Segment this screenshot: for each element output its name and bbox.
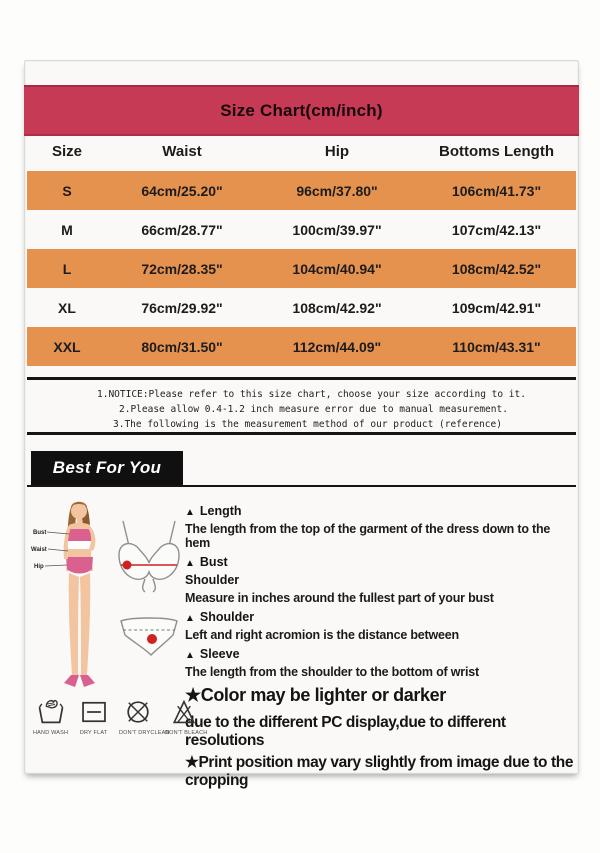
care-item: HAND WASH [33,697,68,736]
col-header-waist: Waist [162,143,202,160]
triangle-icon: ▲ [185,650,195,661]
triangle-icon: ▲ [185,558,195,569]
bra-band [67,541,92,549]
bra-measure-dot [122,560,132,570]
size-chart-card: Size Chart(cm/inch) Size Waist Hip Botto… [24,60,579,789]
spec-heading-shoulder: ▲ Shoulder [185,610,255,624]
cell-bottoms-length: 108cm/42.52" [451,260,542,277]
table-row: XL 76cm/29.92" 108cm/42.92" 109cm/42.91" [27,288,576,327]
triangle-icon: ▲ [185,507,195,518]
cell-hip: 104cm/40.94" [292,260,382,277]
care-label: DON'T DRYCLEAN [119,730,170,736]
spec-desc-sleeve: The length from the shoulder to the bott… [185,665,479,679]
measurement-figure: Bust Waist Hip [31,493,183,699]
color-warning-headline: ★Color may be lighter or darker [185,685,446,705]
panty-measure-dot [147,634,157,644]
hip-pointer-line [44,564,68,567]
cell-waist: 66cm/28.77" [141,221,223,238]
care-label: HAND WASH [33,730,69,736]
face [71,503,87,519]
spec-desc-bust: Measure in inches around the fullest par… [185,591,494,605]
spec-desc-shoulder: Left and right acromion is the distance … [185,628,459,642]
cell-hip: 96cm/37.80" [296,182,378,199]
care-item: DON'T BLEACH [165,697,208,736]
print-warning: ★Print position may vary slightly from i… [185,754,574,789]
size-table: Size Waist Hip Bottoms Length S 64cm/25.… [27,132,576,366]
note-line: 3.The following is the measurement metho… [113,419,502,430]
care-label: DON'T BLEACH [165,730,208,736]
right-shoe [80,675,95,687]
spec-heading-bust: ▲ Bust [185,555,228,569]
triangle-icon: ▲ [185,613,195,624]
waist-label: Waist [31,547,47,553]
size-chart-header-band: Size Chart(cm/inch) [24,85,579,136]
care-instructions: HAND WASH DRY FLAT DON'T DRYCLEAN [33,697,208,736]
spec-sub-bust: Shoulder [185,573,240,587]
right-arm [88,526,96,551]
woman-illustration: Bust Waist Hip [31,501,180,687]
page-title: Size Chart(cm/inch) [220,100,383,120]
bikini-bottom [66,557,93,574]
best-for-you-banner: Best For You [31,451,183,485]
cell-bottoms-length: 110cm/43.31" [452,338,541,355]
left-shoe [64,675,79,687]
neck [77,517,82,524]
cell-waist: 72cm/28.35" [141,260,223,277]
table-row: L 72cm/28.35" 104cm/40.94" 108cm/42.52" [27,249,576,288]
cell-bottoms-length: 109cm/42.91" [451,299,542,316]
bust-pointer-line [46,531,70,535]
best-for-you-label: Best For You [52,458,162,477]
right-leg [80,573,91,675]
col-header-hip: Hip [324,143,350,160]
care-item: DON'T DRYCLEAN [119,697,170,736]
waist-pointer-line [47,548,69,552]
spec-heading-sleeve: ▲ Sleeve [185,647,240,661]
care-label: DRY FLAT [79,730,108,736]
left-leg [68,573,79,675]
cell-hip: 100cm/39.97" [292,221,382,238]
cell-waist: 76cm/29.92" [141,299,223,316]
col-header-size: Size [51,143,82,160]
notes-box: 1.NOTICE:Please refer to this size chart… [27,377,576,435]
col-header-bottoms-length: Bottoms Length [439,143,554,160]
cell-hip: 108cm/42.92" [292,299,382,316]
cell-bottoms-length: 107cm/42.13" [451,221,542,238]
cell-bottoms-length: 106cm/41.73" [451,182,542,199]
no-bleach-icon [172,699,196,724]
care-item: DRY FLAT [76,697,111,736]
table-header-row: Size Waist Hip Bottoms Length [27,132,576,171]
best-for-you-header: Best For You [27,451,576,487]
cell-size: XXL [53,338,81,355]
cell-size: M [61,221,73,238]
hip-label: Hip [34,564,44,570]
hair-top [71,501,87,507]
note-line: 1.NOTICE:Please refer to this size chart… [97,389,526,400]
cell-hip: 112cm/44.09" [292,338,382,355]
table-row: XXL 80cm/31.50" 112cm/44.09" 110cm/43.31… [27,327,576,366]
bra-top [67,529,92,541]
cell-waist: 80cm/31.50" [141,338,223,355]
spec-desc-length: The length from the top of the garment o… [185,522,551,550]
color-warning-reason: due to the different PC display,due to d… [185,714,506,749]
bust-label: Bust [33,530,46,536]
hand-wash-icon [38,700,63,724]
cell-size: XL [58,299,76,316]
table-row: S 64cm/25.20" 96cm/37.80" 106cm/41.73" [27,171,576,210]
table-row: M 66cm/28.77" 100cm/39.97" 107cm/42.13" [27,210,576,249]
no-dryclean-icon [127,701,149,723]
cell-waist: 64cm/25.20" [141,182,223,199]
cell-size: L [62,260,72,277]
dry-flat-icon [81,701,106,723]
spec-heading-length: ▲ Length [185,504,242,518]
cell-size: S [62,182,72,199]
note-line: 2.Please allow 0.4-1.2 inch measure erro… [119,404,508,415]
bra-sketch [118,520,180,593]
measurement-specs: ▲ Length The length from the top of the g… [185,499,577,790]
